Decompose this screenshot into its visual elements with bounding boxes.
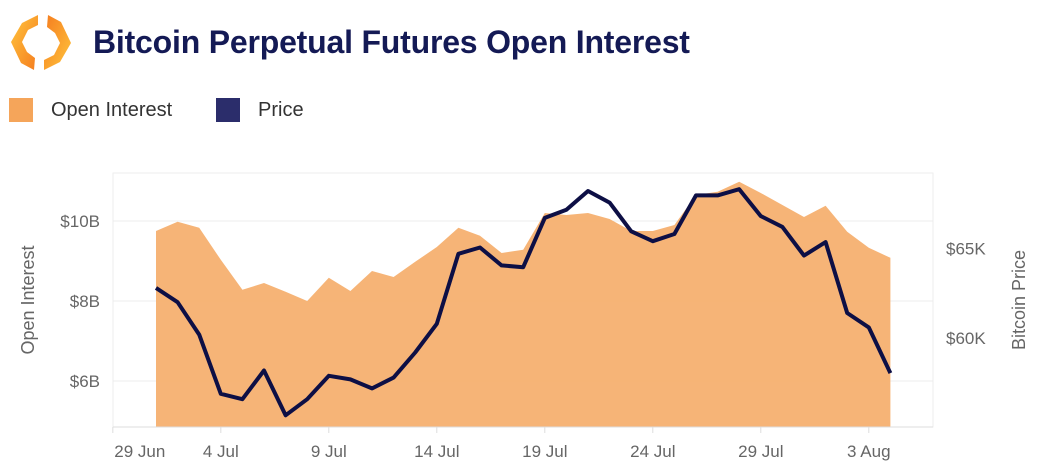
legend-item-open-interest[interactable]: Open Interest xyxy=(9,98,172,122)
open-interest-area xyxy=(156,181,891,427)
x-tick-label: 24 Jul xyxy=(630,442,675,461)
x-tick-label: 29 Jun xyxy=(114,442,165,461)
right-tick-label: $60K xyxy=(946,329,986,348)
legend-swatch-price xyxy=(216,98,240,122)
logo-icon xyxy=(11,15,71,70)
left-tick-label: $10B xyxy=(60,212,100,231)
x-tick-label: 14 Jul xyxy=(414,442,459,461)
left-axis-title: Open Interest xyxy=(18,245,38,354)
x-tick-label: 29 Jul xyxy=(738,442,783,461)
price-line xyxy=(154,187,893,418)
page-title: Bitcoin Perpetual Futures Open Interest xyxy=(93,24,690,60)
right-tick-label: $65K xyxy=(946,239,986,258)
x-tick-label: 19 Jul xyxy=(522,442,567,461)
left-tick-label: $6B xyxy=(70,372,100,391)
legend-swatch-open-interest xyxy=(9,98,33,122)
x-tick-label: 9 Jul xyxy=(311,442,347,461)
left-tick-label: $8B xyxy=(70,292,100,311)
x-tick-label: 4 Jul xyxy=(203,442,239,461)
legend-label: Open Interest xyxy=(51,98,173,121)
right-axis-title: Bitcoin Price xyxy=(1009,250,1029,350)
legend-label: Price xyxy=(258,98,304,121)
x-tick-label: 3 Aug xyxy=(847,442,891,461)
legend-item-price[interactable]: Price xyxy=(216,98,304,122)
